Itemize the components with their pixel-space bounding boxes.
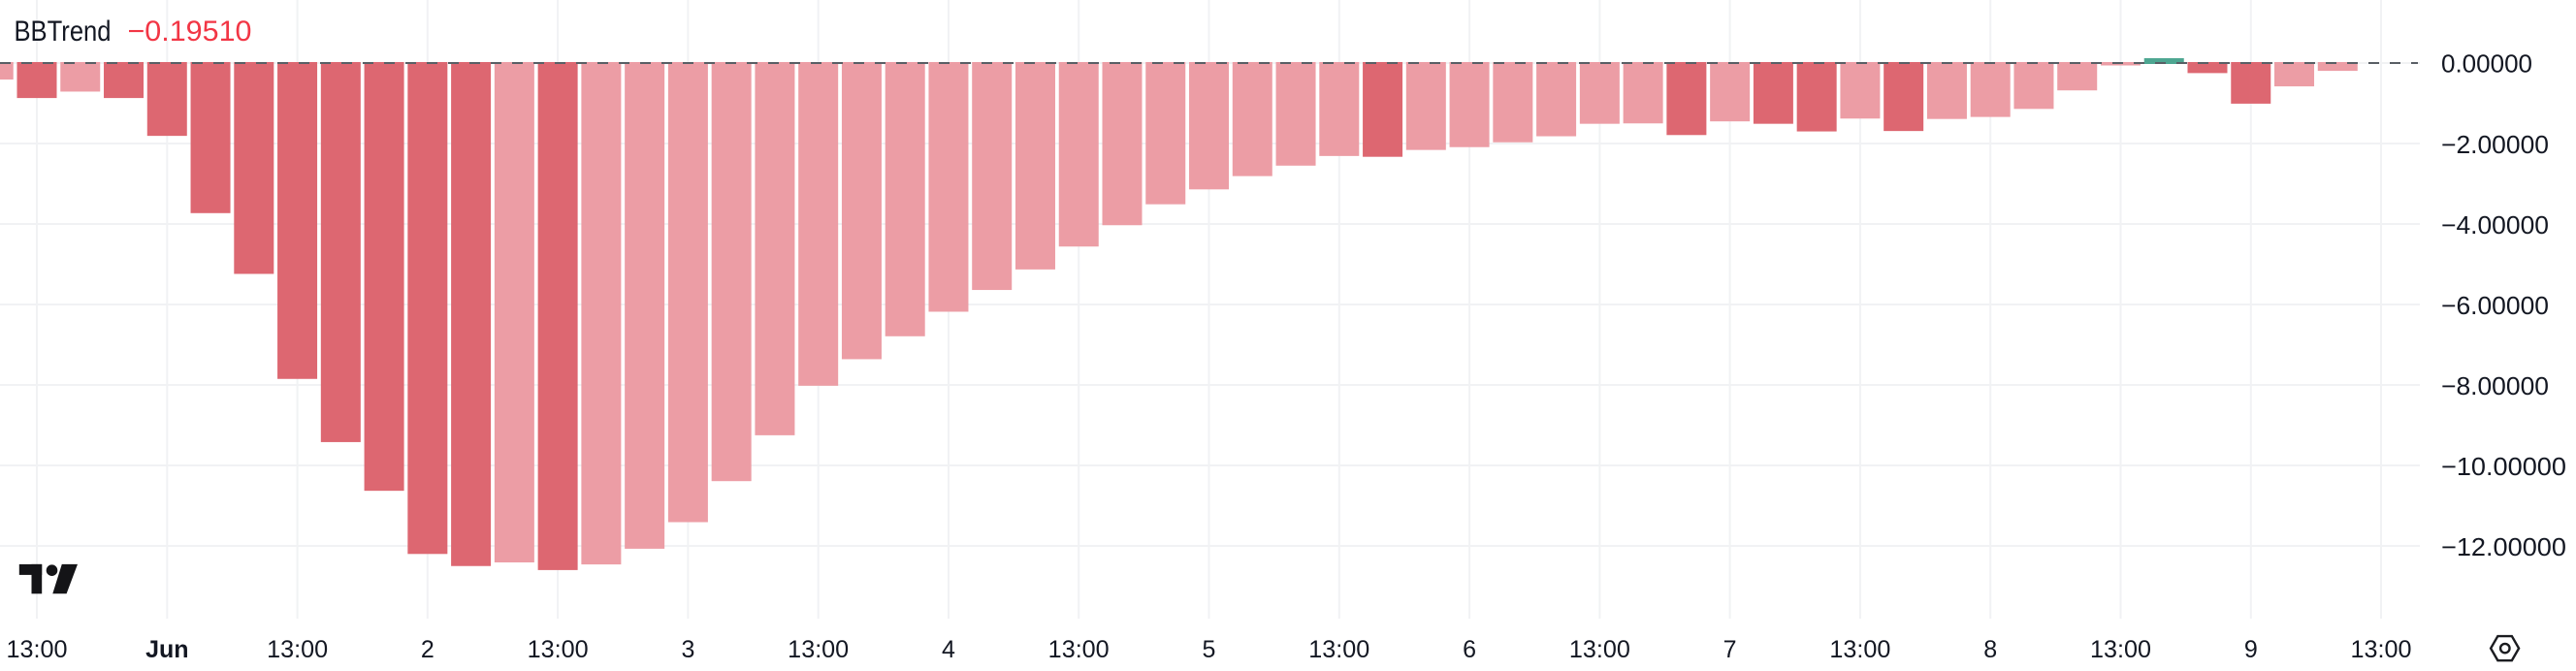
- svg-text:4: 4: [942, 636, 955, 663]
- svg-text:−4.00000: −4.00000: [2441, 210, 2549, 240]
- svg-text:13:00: 13:00: [2351, 636, 2412, 663]
- svg-text:−10.00000: −10.00000: [2441, 452, 2566, 481]
- svg-text:13:00: 13:00: [267, 636, 328, 663]
- svg-text:7: 7: [1723, 636, 1737, 663]
- svg-text:13:00: 13:00: [788, 636, 849, 663]
- svg-text:−2.00000: −2.00000: [2441, 130, 2549, 159]
- svg-text:−0.19510: −0.19510: [128, 16, 252, 48]
- svg-text:13:00: 13:00: [7, 636, 68, 663]
- svg-text:8: 8: [1983, 636, 1997, 663]
- svg-text:Jun: Jun: [145, 636, 188, 663]
- svg-text:5: 5: [1203, 636, 1216, 663]
- svg-text:BBTrend: BBTrend: [15, 16, 112, 48]
- svg-text:13:00: 13:00: [2090, 636, 2151, 663]
- svg-text:13:00: 13:00: [1308, 636, 1369, 663]
- svg-text:13:00: 13:00: [1829, 636, 1890, 663]
- svg-text:2: 2: [421, 636, 435, 663]
- svg-text:−6.00000: −6.00000: [2441, 291, 2549, 320]
- svg-text:13:00: 13:00: [1569, 636, 1630, 663]
- svg-text:13:00: 13:00: [528, 636, 589, 663]
- svg-text:9: 9: [2244, 636, 2258, 663]
- svg-text:0.00000: 0.00000: [2441, 49, 2532, 79]
- svg-text:−8.00000: −8.00000: [2441, 371, 2549, 400]
- svg-text:6: 6: [1463, 636, 1476, 663]
- svg-text:3: 3: [681, 636, 694, 663]
- svg-text:−12.00000: −12.00000: [2441, 532, 2566, 561]
- svg-text:13:00: 13:00: [1048, 636, 1110, 663]
